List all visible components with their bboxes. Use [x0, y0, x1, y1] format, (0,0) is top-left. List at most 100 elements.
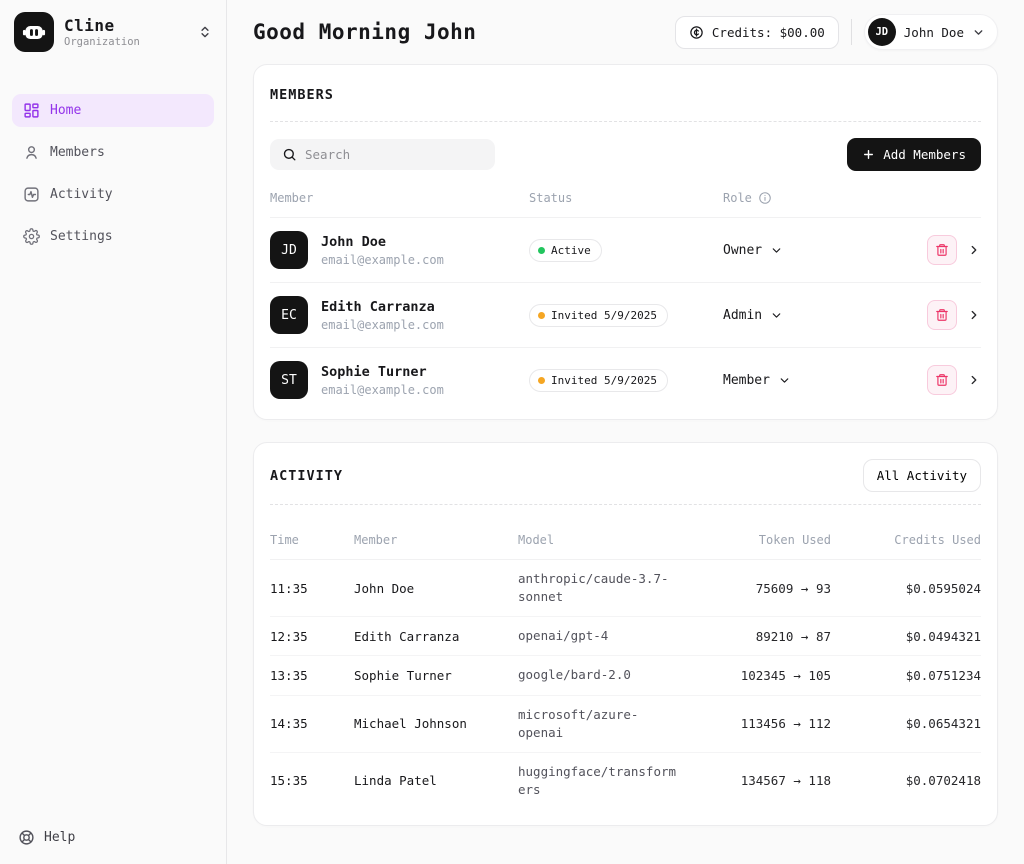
status-badge: Invited 5/9/2025 — [529, 303, 668, 327]
sidebar-item-activity[interactable]: Activity — [12, 178, 214, 211]
chevron-down-icon — [770, 244, 783, 257]
member-row: EC Edith Carranza email@example.com Invi… — [270, 283, 981, 348]
credits-label: Credits: $00.00 — [711, 24, 825, 40]
info-icon[interactable] — [758, 191, 772, 205]
role-dropdown[interactable]: Owner — [723, 243, 885, 258]
activity-member: Linda Patel — [354, 773, 437, 789]
activity-row: 15:35 Linda Patel huggingface/transforme… — [270, 753, 981, 809]
column-header-token-used: Token Used — [758, 533, 831, 547]
member-cell: ST Sophie Turner email@example.com — [270, 361, 529, 399]
member-email: email@example.com — [321, 382, 444, 397]
member-cell: EC Edith Carranza email@example.com — [270, 296, 529, 334]
activity-model: openai/gpt-4 — [518, 628, 609, 644]
column-header-member: Member — [270, 191, 314, 205]
delete-member-button[interactable] — [927, 365, 957, 395]
sidebar-nav: Home Members Activity Settings — [12, 94, 214, 253]
activity-time: 13:35 — [270, 667, 308, 683]
topbar: Good Morning John Credits: $00.00 JD Joh… — [253, 0, 998, 64]
user-menu-button[interactable]: JD John Doe — [863, 14, 998, 50]
gear-icon — [23, 228, 40, 245]
dashed-divider — [270, 121, 981, 122]
activity-tokens: 134567 → 118 — [740, 773, 831, 789]
page-title: Good Morning John — [253, 20, 477, 44]
topbar-divider — [850, 19, 852, 45]
users-icon — [23, 144, 40, 161]
activity-model: google/bard-2.0 — [518, 667, 631, 683]
member-email: email@example.com — [321, 252, 444, 267]
delete-member-button[interactable] — [927, 235, 957, 265]
member-email: email@example.com — [321, 317, 444, 332]
user-avatar: JD — [867, 18, 896, 46]
help-label: Help — [44, 830, 76, 845]
activity-time: 14:35 — [270, 716, 308, 732]
member-name: John Doe — [321, 233, 387, 250]
sidebar-item-label: Activity — [50, 187, 113, 202]
dashed-divider — [270, 504, 981, 505]
activity-row: 13:35 Sophie Turner google/bard-2.0 1023… — [270, 656, 981, 696]
chevrons-up-down-icon[interactable] — [198, 25, 212, 39]
activity-model: microsoft/azure-openai — [518, 706, 639, 740]
column-header-credits-used: Credits Used — [894, 533, 981, 547]
row-actions — [885, 365, 981, 395]
column-header-time: Time — [270, 533, 299, 547]
member-name: Edith Carranza — [321, 298, 435, 315]
chevron-right-icon[interactable] — [967, 243, 981, 257]
column-header-model: Model — [518, 533, 555, 547]
activity-row: 12:35 Edith Carranza openai/gpt-4 89210 … — [270, 617, 981, 657]
cline-logo-icon — [14, 12, 54, 52]
org-name: Cline — [64, 16, 115, 35]
org-subtitle: Organization — [64, 36, 140, 48]
members-title: MEMBERS — [270, 87, 334, 103]
row-actions — [885, 235, 981, 265]
org-identity: Cline Organization — [64, 16, 188, 48]
sidebar-item-label: Settings — [50, 229, 113, 244]
plus-icon — [862, 148, 875, 161]
all-activity-button[interactable]: All Activity — [862, 459, 981, 492]
search-input[interactable] — [305, 147, 483, 162]
activity-row: 11:35 John Doe anthropic/caude-3.7-sonne… — [270, 560, 981, 618]
activity-member: Michael Johnson — [354, 716, 467, 732]
sidebar-item-members[interactable]: Members — [12, 136, 214, 169]
org-switcher[interactable]: Cline Organization — [12, 12, 214, 52]
row-actions — [885, 300, 981, 330]
avatar: EC — [270, 296, 308, 334]
member-name: Sophie Turner — [321, 363, 427, 380]
role-dropdown[interactable]: Admin — [723, 308, 885, 323]
activity-title: ACTIVITY — [270, 467, 344, 484]
topbar-right: Credits: $00.00 JD John Doe — [674, 14, 998, 50]
add-members-button[interactable]: Add Members — [847, 138, 981, 171]
column-header-status: Status — [529, 191, 573, 205]
avatar: JD — [270, 231, 308, 269]
sidebar-item-settings[interactable]: Settings — [12, 220, 214, 253]
credits-button[interactable]: Credits: $00.00 — [674, 15, 839, 49]
search-icon — [282, 147, 297, 162]
role-dropdown[interactable]: Member — [723, 373, 885, 388]
activity-model: huggingface/transformers — [518, 763, 677, 797]
column-header-member: Member — [354, 533, 398, 547]
chevron-right-icon[interactable] — [967, 373, 981, 387]
activity-table-header: Time Member Model Token Used Credits Use… — [270, 521, 981, 560]
life-buoy-icon — [18, 829, 35, 846]
chevron-right-icon[interactable] — [967, 308, 981, 322]
sidebar-item-help[interactable]: Help — [12, 823, 214, 852]
activity-time: 11:35 — [270, 580, 308, 596]
sidebar-item-label: Members — [50, 145, 105, 160]
user-name: John Doe — [903, 24, 964, 40]
sidebar: Cline Organization Home Members — [0, 0, 227, 864]
dashboard-icon — [23, 102, 40, 119]
sidebar-item-home[interactable]: Home — [12, 94, 214, 127]
activity-credits: $0.0654321 — [905, 716, 981, 732]
avatar: ST — [270, 361, 308, 399]
members-card: MEMBERS Add Members Member — [253, 64, 998, 420]
activity-member: Sophie Turner — [354, 667, 452, 683]
status-badge: Active — [529, 238, 602, 262]
activity-card: ACTIVITY All Activity Time Member Model … — [253, 442, 998, 826]
members-table-header: Member Status Role — [270, 191, 981, 218]
members-toolbar: Add Members — [270, 138, 981, 171]
search-box[interactable] — [270, 139, 495, 170]
status-dot-icon — [538, 376, 545, 384]
activity-tokens: 89210 → 87 — [755, 628, 831, 644]
delete-member-button[interactable] — [927, 300, 957, 330]
activity-time: 15:35 — [270, 773, 308, 789]
